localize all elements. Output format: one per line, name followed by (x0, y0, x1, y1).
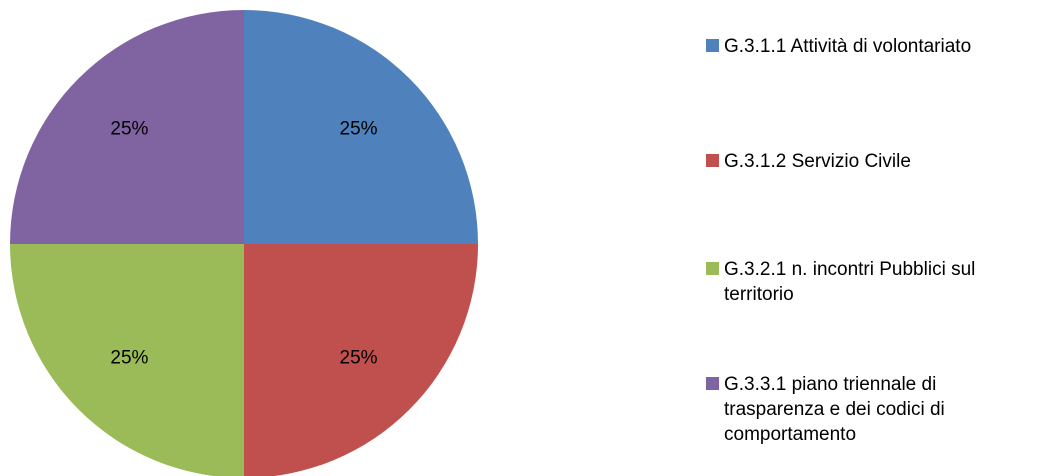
pie-slice-3 (10, 244, 244, 476)
legend-swatch-1 (706, 39, 719, 52)
legend-item-3: G.3.2.1 n. incontri Pubblici sul territo… (706, 257, 1051, 307)
legend-label-4: G.3.3.1 piano triennale di trasparenza e… (724, 374, 945, 445)
legend-swatch-2 (706, 154, 719, 167)
legend-item-4: G.3.3.1 piano triennale di trasparenza e… (706, 372, 1051, 447)
legend-item-1: G.3.1.1 Attività di volontariato (706, 34, 1051, 59)
pie-data-label-2: 25% (340, 348, 378, 369)
legend-label-1: G.3.1.1 Attività di volontariato (724, 36, 972, 57)
pie-slice-4 (10, 10, 244, 244)
legend-swatch-4 (706, 377, 719, 390)
legend-label-2: G.3.1.2 Servizio Civile (724, 151, 911, 172)
pie-data-label-4: 25% (110, 118, 148, 139)
pie-slice-2 (244, 244, 478, 476)
pie-slice-1 (244, 10, 478, 244)
legend-swatch-3 (706, 262, 719, 275)
pie-data-labels: 25% 25% 25% 25% (110, 118, 377, 368)
legend: G.3.1.1 Attività di volontariato G.3.1.2… (706, 0, 1056, 476)
legend-item-2: G.3.1.2 Servizio Civile (706, 149, 1051, 174)
pie-slices (10, 10, 478, 476)
pie-plot-area: 25% 25% 25% 25% (10, 10, 478, 476)
pie-data-label-3: 25% (110, 348, 148, 369)
pie-data-label-1: 25% (340, 118, 378, 139)
legend-label-3: G.3.2.1 n. incontri Pubblici sul territo… (724, 259, 976, 305)
